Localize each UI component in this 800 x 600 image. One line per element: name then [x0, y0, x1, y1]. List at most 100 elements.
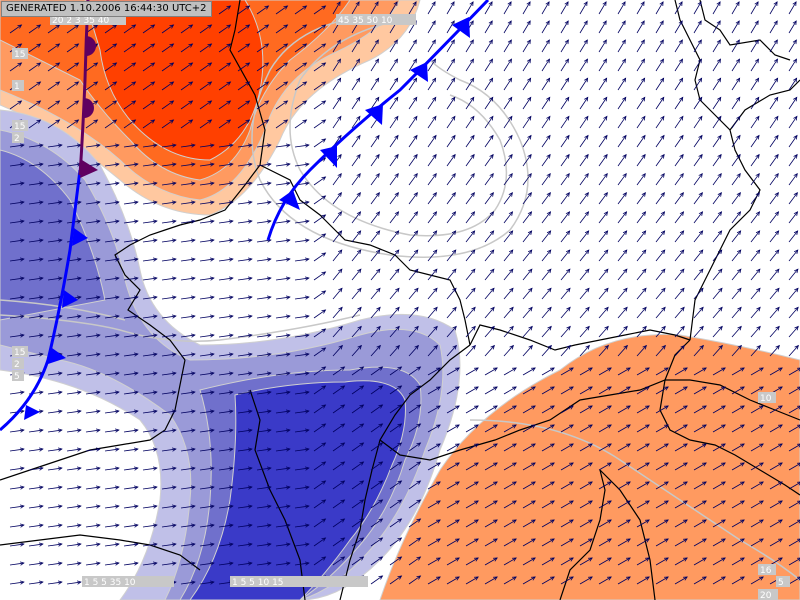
wind-arrow [294, 562, 309, 566]
wind-arrow [674, 481, 688, 490]
wind-arrowhead [436, 519, 441, 524]
wind-arrow [788, 368, 800, 376]
wind-arrow [465, 557, 479, 566]
wind-arrow [484, 557, 498, 566]
wind-arrowhead [304, 143, 310, 148]
wind-arrowhead [451, 192, 456, 197]
wind-arrow [408, 518, 421, 528]
wind-arrow [484, 405, 498, 414]
wind-arrowhead [604, 268, 609, 274]
wind-arrowhead [209, 257, 215, 262]
wind-arrowhead [702, 462, 707, 467]
wind-arrowhead [432, 115, 437, 121]
wind-arrowhead [266, 257, 272, 262]
wind-arrow [712, 500, 726, 509]
wind-arrow [674, 58, 683, 72]
wind-arrow [199, 144, 214, 148]
wind-arrowhead [474, 576, 479, 581]
wind-arrow [769, 116, 779, 129]
wind-arrow [313, 62, 326, 72]
wind-arrow [85, 391, 100, 395]
wind-arrowhead [527, 172, 532, 178]
wind-arrowhead [190, 276, 196, 281]
wind-arrow [788, 97, 798, 110]
wind-arrow [408, 192, 418, 205]
wind-arrowhead [470, 134, 475, 140]
wind-arrow [693, 97, 703, 110]
wind-arrow [541, 58, 550, 72]
wind-arrow [104, 543, 119, 547]
wind-arrowhead [641, 134, 646, 140]
wind-arrowhead [133, 333, 139, 338]
contour-label: 20 [760, 591, 772, 600]
wind-arrow [66, 119, 79, 129]
wind-arrow [560, 443, 574, 452]
wind-arrow [332, 326, 343, 338]
wind-arrowhead [678, 20, 683, 26]
wind-arrowhead [759, 405, 764, 410]
wind-arrow [617, 345, 628, 357]
cold-front-north [266, 0, 490, 241]
wind-arrowhead [245, 43, 251, 48]
wind-arrowhead [283, 24, 289, 29]
wind-arrowhead [340, 518, 346, 523]
wind-arrowhead [583, 20, 588, 26]
wind-arrowhead [564, 58, 569, 64]
wind-arrowhead [778, 443, 783, 448]
wind-arrow [28, 581, 43, 585]
wind-arrow [199, 467, 214, 471]
wind-arrowhead [357, 344, 362, 350]
wind-arrowhead [378, 575, 384, 580]
wind-arrow [617, 307, 628, 319]
wind-arrow [389, 385, 402, 395]
wind-arrow [674, 135, 684, 148]
wind-arrow [579, 326, 590, 338]
wind-arrow [218, 448, 233, 452]
wind-arrow [560, 1, 569, 15]
wind-arrowhead [285, 181, 291, 186]
wind-arrow [9, 258, 24, 262]
wind-arrowhead [413, 134, 418, 140]
wind-arrowhead [266, 295, 272, 300]
wind-arrow [275, 163, 290, 167]
wind-arrow [332, 268, 343, 281]
wind-arrowhead [209, 162, 215, 167]
wind-arrow [712, 230, 722, 243]
wind-arrowhead [584, 192, 589, 197]
wind-arrowhead [131, 100, 137, 105]
wind-arrowhead [493, 405, 498, 410]
wind-arrowhead [585, 306, 590, 312]
wind-arrowhead [190, 238, 196, 243]
wind-arrowhead [452, 287, 457, 293]
wind-arrow [28, 486, 43, 490]
wind-arrow [199, 486, 214, 490]
wind-arrowhead [490, 344, 495, 350]
wind-arrowhead [190, 333, 196, 338]
wind-arrow [446, 135, 456, 148]
wind-arrow [47, 467, 62, 471]
wind-arrowhead [508, 192, 513, 197]
wind-arrow [313, 43, 326, 53]
wind-arrowhead [133, 504, 139, 509]
wind-arrow [788, 501, 800, 509]
wind-arrow [655, 481, 669, 490]
wind-arrow [85, 258, 100, 262]
wind-arrow [674, 557, 688, 566]
wind-arrow [161, 163, 176, 167]
wind-arrow [389, 268, 400, 281]
wind-arrowhead [607, 367, 612, 372]
wind-arrowhead [507, 58, 512, 64]
wind-arrow [484, 58, 493, 72]
wind-arrowhead [93, 81, 99, 86]
wind-arrow [47, 43, 60, 53]
wind-arrow [712, 386, 726, 395]
wind-arrowhead [340, 461, 346, 466]
wind-arrow [104, 315, 119, 319]
wind-arrowhead [209, 219, 215, 224]
wind-arrow [104, 353, 119, 357]
wind-arrowhead [566, 306, 571, 312]
wind-arrow [275, 62, 288, 72]
wind-arrow [180, 467, 195, 471]
wind-arrowhead [642, 287, 647, 293]
wind-arrow [750, 173, 760, 186]
